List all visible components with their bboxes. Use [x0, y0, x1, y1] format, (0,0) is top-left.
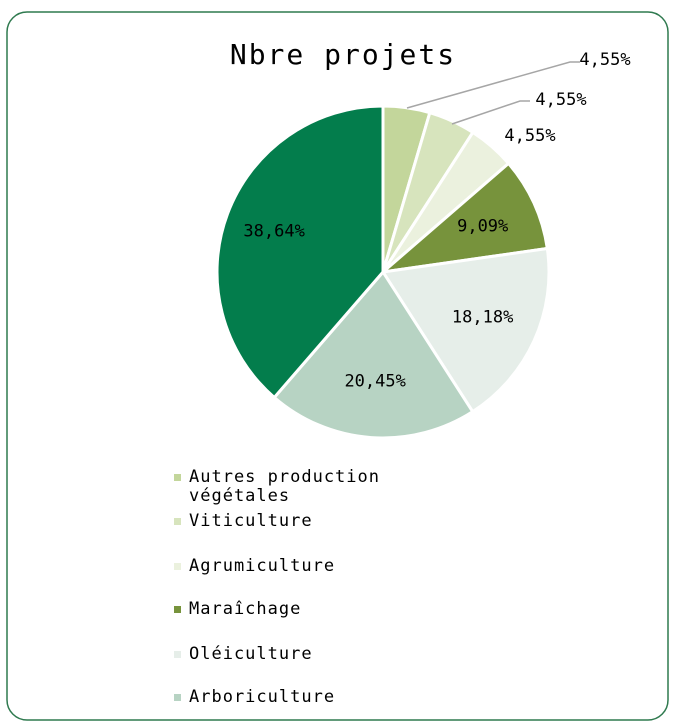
legend-swatch: [174, 474, 181, 481]
legend-entry: Maraîchage: [174, 600, 464, 619]
legend-label: Arboriculture: [189, 687, 336, 707]
data-label: 4,55%: [535, 90, 586, 110]
legend-label: Autres production végétales: [189, 467, 380, 506]
pie-slice: [272, 269, 475, 440]
legend-entry: Arboriculture: [174, 688, 464, 707]
legend-label: Maraîchage: [189, 599, 302, 619]
chart-title: Nbre projets: [230, 38, 456, 71]
legend-entry: Agrumiculture: [174, 557, 464, 576]
legend-entry: Autres production végétales: [174, 468, 464, 506]
pie-slice: [215, 104, 385, 400]
legend-swatch: [174, 651, 181, 658]
data-label: 38,64%: [243, 221, 304, 241]
legend-swatch: [174, 606, 181, 613]
legend-label: Agrumiculture: [189, 556, 336, 576]
data-label: 20,45%: [344, 371, 405, 391]
data-label: 4,55%: [504, 126, 555, 146]
legend-label: Oléiculture: [189, 644, 313, 664]
data-label: 18,18%: [452, 308, 513, 328]
legend-entry: Viticulture: [174, 512, 464, 531]
leader-line: [451, 100, 530, 125]
legend-swatch: [174, 694, 181, 701]
pie-slice: [380, 246, 551, 414]
legend-swatch: [174, 518, 181, 525]
legend-swatch: [174, 563, 181, 570]
leader-line: [406, 61, 580, 109]
data-label: 9,09%: [457, 217, 508, 237]
legend-entry: Oléiculture: [174, 645, 464, 664]
legend-label: Viticulture: [189, 511, 313, 531]
data-label: 4,55%: [579, 50, 630, 70]
pie-slice: [378, 161, 550, 275]
